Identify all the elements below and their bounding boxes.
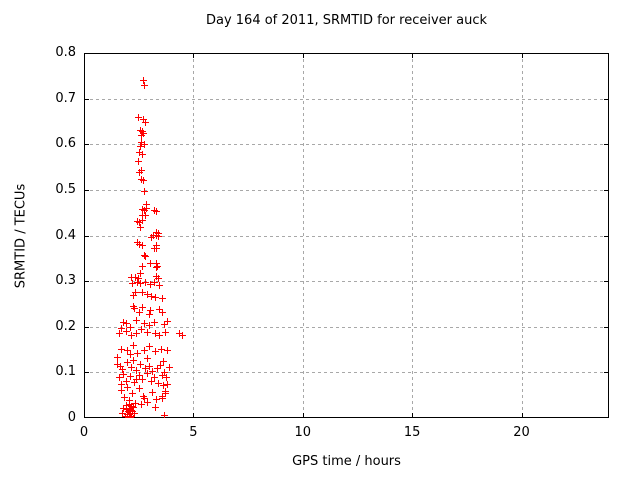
y-tick-label: 0 — [67, 410, 76, 425]
y-tick-label: 0.1 — [55, 364, 76, 380]
y-tick-label: 0.3 — [55, 273, 76, 289]
chart-title: Day 164 of 2011, SRMTID for receiver auc… — [205, 13, 488, 28]
y-tick-label: 0.8 — [55, 45, 76, 60]
x-tick-label: 10 — [294, 425, 312, 440]
y-tick-label: 0.6 — [55, 136, 76, 152]
y-tick-label: 0.2 — [55, 318, 76, 334]
data-points — [114, 77, 186, 418]
x-tick-label: 20 — [513, 425, 530, 440]
plot-area — [84, 53, 609, 418]
x-tick-label: 5 — [189, 425, 198, 440]
y-tick-label: 0.5 — [55, 181, 76, 197]
y-tick-label: 0.4 — [55, 227, 76, 243]
x-tick-label: 15 — [403, 425, 421, 440]
x-tick-label: 0 — [79, 425, 89, 440]
y-tick-label: 0.7 — [55, 90, 76, 106]
plot-border — [84, 53, 609, 418]
x-axis-label: GPS time / hours — [292, 454, 401, 469]
